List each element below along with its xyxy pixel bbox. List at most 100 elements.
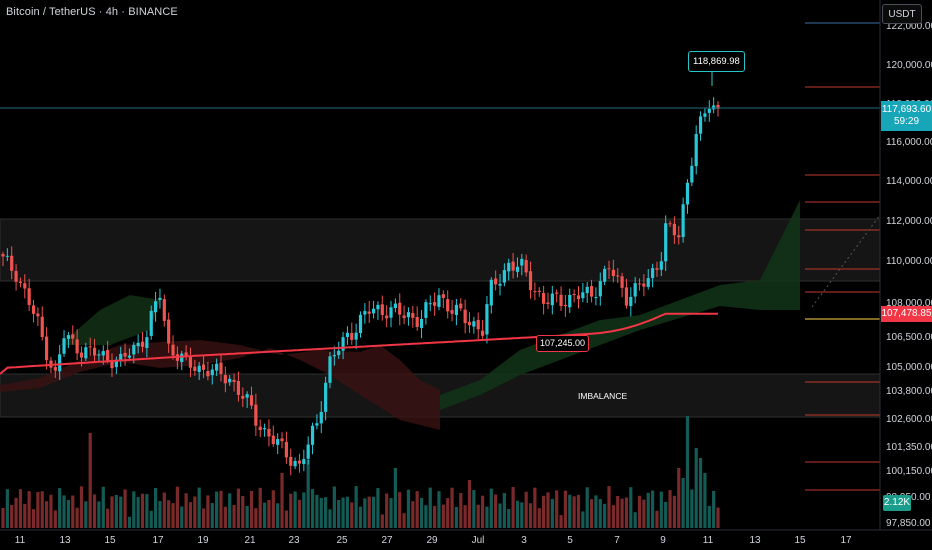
volume-bar [472,490,476,528]
candle-body [685,182,690,205]
price-axis-panel [880,0,932,530]
candle-body [289,456,293,466]
candle-body [672,223,677,236]
volume-bar [167,500,171,528]
candle-body [646,278,650,287]
candle-body [354,332,358,340]
candle-body [528,271,533,290]
volume-bar [345,496,350,528]
cloud-bullish [440,200,800,410]
volume-bar [341,497,345,528]
candle-body [31,305,36,314]
price-tick-label: 122,000.00 [886,21,932,32]
candle-body [97,354,101,356]
candle-body [280,438,284,442]
candle-body [707,108,711,113]
candle-body [254,404,258,426]
moving-average-line [0,312,718,375]
candle-body [716,104,720,109]
candle-body [515,266,520,272]
ma-value-tag: 107,478.85 [881,306,932,322]
candle-body [58,354,62,372]
volume-bar [446,498,450,528]
candle-body [433,302,437,306]
volume-bar [158,501,162,528]
volume-bar [367,496,371,528]
candle-body [463,309,467,324]
volume-bar [101,486,105,528]
candle-body [576,295,581,300]
candle-body [315,423,319,426]
volume-bar [1,508,5,528]
low-price-label: 107,245.00 [536,335,590,352]
price-tick-label: 116,000.00 [886,137,932,148]
volume-bar [249,490,254,528]
candle-body [572,293,576,295]
volume-bar [629,487,633,528]
volume-bar [5,489,9,528]
volume-bar [393,468,397,528]
candle-body [14,270,18,282]
volume-bar [324,497,328,528]
volume-bar [402,513,406,528]
price-tick-label: 120,000.00 [886,60,932,71]
candle-body [559,294,563,307]
candle-body [127,355,132,358]
volume-bar [433,505,437,528]
volume-bar [140,493,145,528]
price-tick-label: 97,850.00 [886,518,931,529]
candle-body [245,394,249,398]
candle-body [341,337,345,351]
time-tick-label: 15 [104,535,116,546]
candle-body [18,281,23,283]
candle-body [267,428,271,437]
candle-body [537,290,541,292]
volume-bar [681,478,685,528]
volume-bar [576,494,581,528]
volume-bar [589,499,594,528]
volume-bar [293,491,297,528]
candle-body [524,260,528,273]
volume-bar [454,506,459,528]
volume-bar [289,493,293,528]
imbalance-label: IMBALANCE [578,391,628,401]
candle-body [398,302,402,315]
time-tick-label: 7 [614,535,620,546]
candle-body [363,311,367,315]
candle-body [149,310,153,336]
candle-body [75,339,79,354]
candle-body [106,350,110,361]
volume-bar [106,508,110,528]
candle-body [520,258,524,266]
time-tick-label: 21 [244,535,256,546]
candle-body [197,365,201,373]
volume-bar [620,498,624,528]
volume-bar [371,496,376,528]
volume-bar [40,491,44,528]
price-tick-label: 101,350.00 [886,442,932,453]
price-tick-label: 100,150.00 [886,466,932,477]
volume-bar [363,498,367,528]
candle-body [480,330,485,336]
currency-button[interactable]: USDT [882,4,922,24]
symbol-title[interactable]: Bitcoin / TetherUS · 4h · BINANCE [6,6,178,18]
candle-body [581,292,585,299]
volume-bar [585,487,589,528]
volume-bar [14,497,18,528]
volume-bar [302,492,306,528]
volume-bar [350,502,354,528]
volume-bar [258,487,262,528]
volume-bar [502,493,506,528]
volume-bar [241,495,245,528]
volume-bar [655,510,659,528]
candle-body [310,425,315,445]
candle-body [145,337,149,348]
volume-bar [184,493,188,528]
volume-bar [376,488,380,528]
candle-body [703,113,707,117]
volume-bar [88,433,92,528]
candle-body [101,351,105,356]
time-tick-label: 5 [567,535,573,546]
projection-line [811,214,881,308]
